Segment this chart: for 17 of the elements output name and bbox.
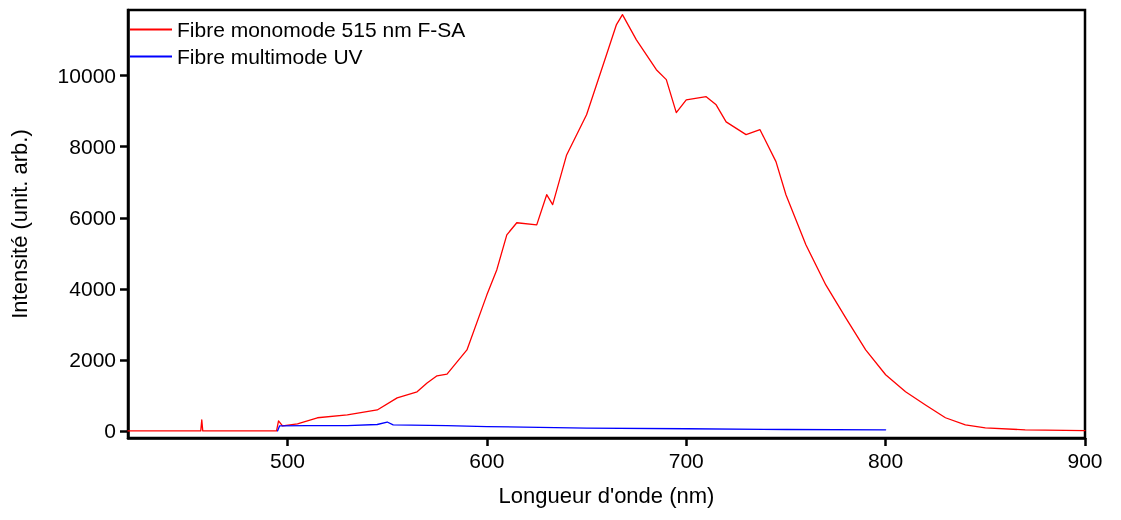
y-tick-label: 6000	[69, 206, 116, 230]
x-tick-label: 900	[1067, 449, 1103, 472]
x-tick-label: 600	[469, 449, 505, 472]
y-tick-label: 10000	[57, 64, 116, 88]
y-tick-label: 0	[104, 419, 116, 443]
x-tick-label: 700	[668, 449, 704, 472]
x-tick-label: 500	[269, 449, 306, 472]
y-tick-label: 8000	[69, 135, 116, 159]
legend-label: Fibre monomode 515 nm F-SA	[177, 18, 466, 41]
legend-label: Fibre multimode UV	[177, 45, 363, 68]
y-axis-title: Intensité (unit. arb.)	[6, 129, 32, 319]
x-tick-label: 800	[868, 449, 904, 472]
y-tick-label: 2000	[69, 348, 116, 372]
line-series	[127, 13, 1086, 432]
y-tick-label: 4000	[69, 277, 116, 301]
x-axis-title: Longueur d'onde (nm)	[498, 482, 715, 508]
line-series	[276, 421, 887, 432]
